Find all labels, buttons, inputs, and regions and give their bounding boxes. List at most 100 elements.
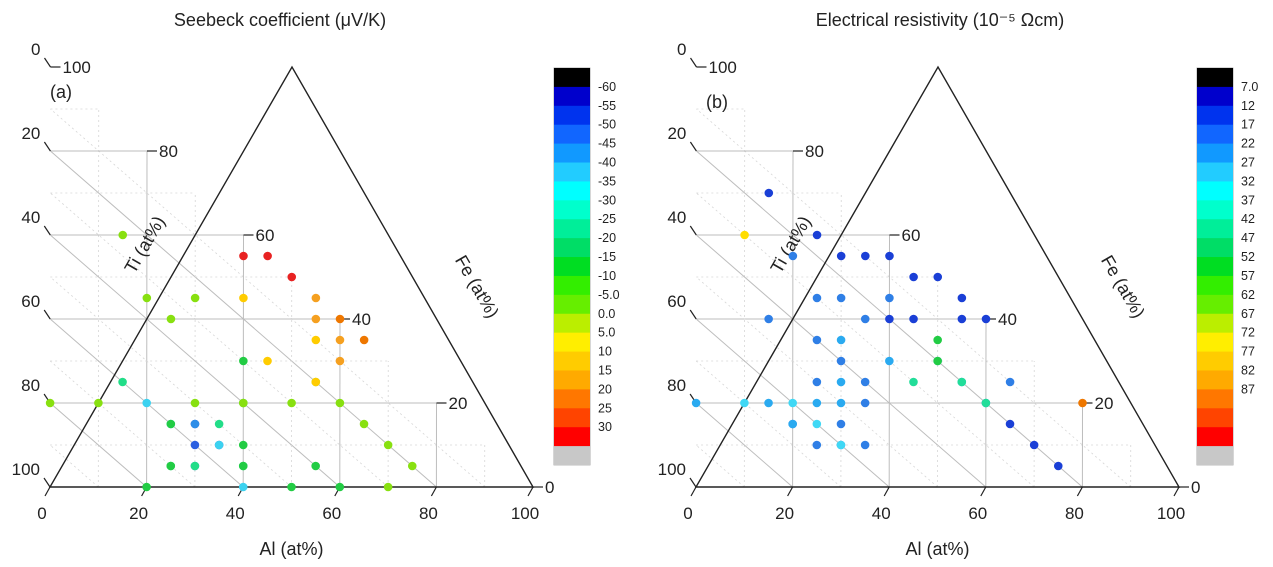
data-point bbox=[836, 419, 846, 429]
bottom-axis-tick-label: 20 bbox=[775, 504, 794, 523]
right-axis-label: Fe (at%) bbox=[1097, 252, 1149, 322]
colorbar-tick-label: -50 bbox=[598, 118, 616, 132]
left-axis-tick-label: 60 bbox=[667, 292, 686, 311]
data-point bbox=[190, 293, 200, 303]
data-point bbox=[287, 272, 297, 282]
bottom-axis-tick-label: 80 bbox=[419, 504, 438, 523]
data-point bbox=[1078, 398, 1087, 408]
data-point bbox=[788, 419, 797, 429]
left-axis-tick-label: 80 bbox=[21, 376, 40, 395]
data-point bbox=[142, 398, 151, 408]
data-point bbox=[311, 461, 320, 471]
colorbar-segment bbox=[554, 238, 590, 258]
data-point bbox=[263, 251, 272, 261]
right-axis-tick-label: 20 bbox=[1095, 394, 1114, 413]
data-point bbox=[1005, 419, 1015, 429]
data-point bbox=[836, 335, 846, 345]
bottom-axis-tick bbox=[527, 486, 534, 497]
bottom-axis-tick-label: 0 bbox=[37, 504, 46, 523]
grid-line bbox=[50, 108, 485, 488]
data-point bbox=[214, 419, 224, 429]
data-point bbox=[981, 314, 991, 324]
colorbar-tick-label: 30 bbox=[598, 420, 612, 434]
data-point bbox=[812, 293, 822, 303]
left-axis-tick bbox=[43, 309, 51, 320]
ternary-panel-b: 0 0 0 20 20 20 40 40 40 60 60 60 80 80 80 100 100 100 Al (… bbox=[640, 0, 1273, 567]
colorbar-segment bbox=[1197, 124, 1233, 145]
data-point bbox=[238, 440, 248, 450]
colorbar-tick-label: 77 bbox=[1241, 345, 1255, 359]
chart-title: Seebeck coefficient (μV/K) bbox=[174, 10, 386, 30]
colorbar-segment bbox=[554, 294, 590, 315]
colorbar-segment bbox=[1197, 351, 1233, 372]
data-point bbox=[142, 482, 151, 492]
colorbar-tick-label: -40 bbox=[598, 156, 616, 170]
bottom-axis-tick bbox=[690, 486, 697, 497]
right-axis-tick-label: 80 bbox=[805, 142, 824, 161]
colorbar-segment bbox=[1197, 200, 1233, 220]
panel-label: (b) bbox=[706, 92, 728, 112]
data-point bbox=[812, 398, 822, 408]
colorbar-segment bbox=[554, 124, 590, 145]
colorbar-segment bbox=[1197, 68, 1233, 88]
bottom-axis-label: Al (at%) bbox=[259, 539, 323, 559]
data-point bbox=[166, 314, 176, 324]
left-axis-tick bbox=[689, 309, 697, 320]
colorbar-tick-label: 72 bbox=[1241, 326, 1255, 340]
colorbar-segment bbox=[1197, 181, 1233, 201]
colorbar-segment bbox=[1197, 313, 1233, 334]
data-point bbox=[860, 440, 870, 450]
bottom-axis-tick-label: 0 bbox=[683, 504, 692, 523]
colorbar-segment bbox=[1197, 446, 1233, 466]
colorbar-tick-label: 62 bbox=[1241, 288, 1255, 302]
data-point bbox=[885, 356, 894, 366]
left-axis-tick-label: 100 bbox=[12, 460, 40, 479]
bottom-axis-tick bbox=[1173, 486, 1180, 497]
right-axis-tick-label: 40 bbox=[352, 310, 371, 329]
resistivity-ternary-chart: 0 0 0 20 20 20 40 40 40 60 60 60 80 80 80 100 100 100 Al (… bbox=[658, 10, 1259, 559]
colorbar-tick-label: 82 bbox=[1241, 363, 1255, 377]
right-axis-tick-label: 0 bbox=[545, 478, 554, 497]
data-point bbox=[812, 335, 822, 345]
left-axis-tick-label: 60 bbox=[21, 292, 40, 311]
colorbar-tick-label: 0.0 bbox=[598, 307, 615, 321]
right-axis-tick-label: 60 bbox=[256, 226, 275, 245]
colorbar-tick-label: 15 bbox=[598, 363, 612, 377]
right-axis-tick-label: 0 bbox=[1191, 478, 1200, 497]
colorbar-tick-label: 47 bbox=[1241, 231, 1255, 245]
colorbar-tick-label: 32 bbox=[1241, 174, 1255, 188]
left-axis-label: Ti (at%) bbox=[120, 213, 168, 277]
colorbar-segment bbox=[1197, 257, 1233, 277]
colorbar-tick-label: 67 bbox=[1241, 307, 1255, 321]
data-point bbox=[190, 461, 200, 471]
bottom-axis-tick bbox=[883, 486, 890, 497]
panel-label: (a) bbox=[50, 82, 72, 102]
data-point bbox=[860, 398, 870, 408]
data-point bbox=[335, 314, 345, 324]
colorbar-tick-label: 12 bbox=[1241, 99, 1255, 113]
left-axis-tick bbox=[689, 225, 697, 236]
data-point bbox=[238, 482, 248, 492]
data-point bbox=[335, 482, 345, 492]
data-point bbox=[957, 293, 967, 303]
bottom-axis-tick-label: 20 bbox=[129, 504, 148, 523]
colorbar-tick-label: 42 bbox=[1241, 212, 1255, 226]
data-point bbox=[909, 314, 918, 324]
data-point bbox=[909, 272, 918, 282]
data-point bbox=[142, 293, 152, 303]
bottom-axis-tick-label: 60 bbox=[322, 504, 341, 523]
colorbar-segment bbox=[554, 181, 590, 201]
colorbar-tick-label: -20 bbox=[598, 231, 616, 245]
colorbar-tick-label: 57 bbox=[1241, 269, 1255, 283]
data-point bbox=[860, 314, 870, 324]
data-point bbox=[311, 377, 321, 387]
right-axis-tick-label: 80 bbox=[159, 142, 178, 161]
colorbar-tick-label: 17 bbox=[1241, 118, 1255, 132]
grid-line bbox=[49, 444, 99, 488]
data-point bbox=[45, 398, 55, 408]
data-point bbox=[740, 230, 749, 240]
colorbar-tick-label: -25 bbox=[598, 212, 616, 226]
data-point bbox=[311, 314, 321, 324]
left-axis-tick-label: 20 bbox=[667, 124, 686, 143]
colorbar-tick-label: 25 bbox=[598, 401, 612, 415]
